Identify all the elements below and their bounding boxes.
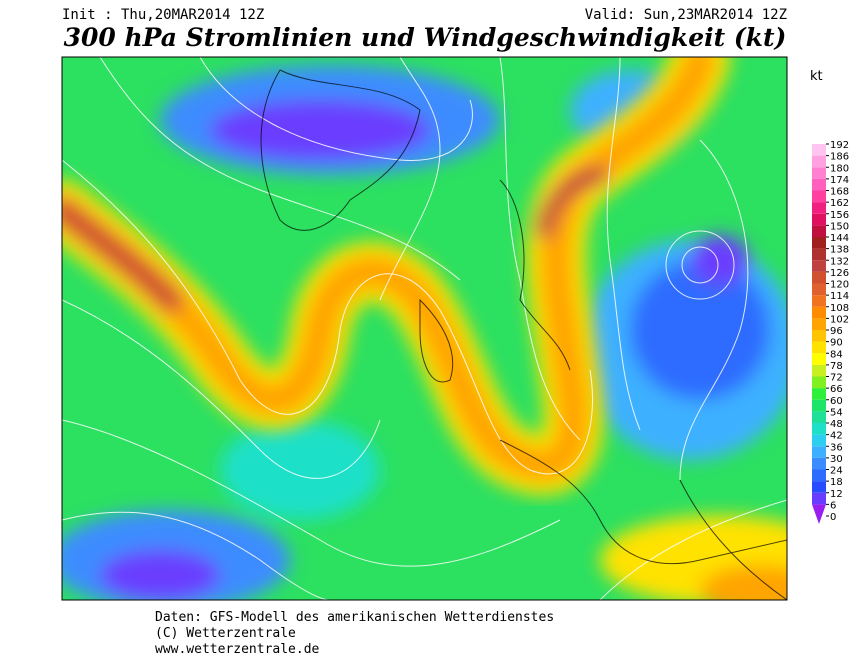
colorbar-segment (812, 237, 826, 249)
colorbar-segment (812, 167, 826, 179)
colorbar-label: 42 (830, 431, 843, 442)
colorbar-segment (812, 190, 826, 203)
colorbar-segment (812, 213, 826, 226)
colorbar-segment (812, 492, 826, 505)
colorbar-label: 114 (830, 291, 849, 302)
colorbar-segment (812, 388, 826, 400)
colorbar-label: 138 (830, 245, 849, 256)
footer-source: Daten: GFS-Modell des amerikanischen Wet… (155, 610, 554, 625)
colorbar-segment (812, 364, 826, 377)
colorbar-label: 90 (830, 338, 843, 349)
colorbar-segment (812, 341, 826, 354)
colorbar-label: 192 (830, 140, 849, 151)
colorbar-segment (812, 155, 826, 168)
colorbar-segment (812, 178, 826, 191)
map-frame (61, 56, 788, 601)
colorbar-label: 132 (830, 256, 849, 267)
footer-url: www.wetterzentrale.de (155, 642, 320, 657)
colorbar-segment (812, 271, 826, 284)
colorbar-segment (812, 295, 826, 307)
colorbar-label: 144 (830, 233, 849, 244)
footer-copyright: (C) Wetterzentrale (155, 626, 296, 641)
colorbar-segment (812, 481, 826, 493)
colorbar-label: 6 (830, 500, 836, 511)
colorbar-segment (812, 353, 826, 365)
colorbar-label: 30 (830, 454, 843, 465)
colorbar-segment (812, 306, 826, 319)
map-title: 300 hPa Stromlinien und Windgeschwindigk… (64, 23, 787, 52)
colorbar-segment (812, 457, 826, 470)
colorbar-label: 174 (830, 175, 849, 186)
colorbar-segment (812, 446, 826, 458)
colorbar-label: 180 (830, 163, 849, 174)
colorbar-segment (812, 469, 826, 482)
colorbar-label: 102 (830, 314, 849, 325)
colorbar-segment (812, 423, 826, 435)
colorbar-label: 66 (830, 384, 843, 395)
colorbar-label: 72 (830, 373, 843, 384)
colorbar-label: 36 (830, 442, 843, 453)
colorbar-segment (812, 260, 826, 272)
colorbar-label: 60 (830, 396, 843, 407)
colorbar-label: 162 (830, 198, 849, 209)
colorbar-segment (812, 399, 826, 412)
colorbar-segment (812, 318, 826, 330)
colorbar-label: 126 (830, 268, 849, 279)
colorbar-tip (812, 504, 826, 524)
wind-map (62, 57, 787, 600)
valid-time: Valid: Sun,23MAR2014 12Z (585, 7, 787, 23)
colorbar-label: 0 (830, 512, 836, 523)
colorbar-label: 96 (830, 326, 843, 337)
colorbar-label: 48 (830, 419, 843, 430)
colorbar-label: 12 (830, 489, 843, 500)
colorbar-label: 108 (830, 303, 849, 314)
init-time: Init : Thu,20MAR2014 12Z (62, 7, 264, 23)
colorbar-segment (812, 376, 826, 389)
colorbar: 0612182430364248546066727884909610210811… (812, 140, 849, 524)
colorbar-label: 168 (830, 187, 849, 198)
colorbar-segment (812, 434, 826, 447)
colorbar-segment (812, 283, 826, 296)
colorbar-label: 24 (830, 466, 843, 477)
colorbar-label: 18 (830, 477, 843, 488)
colorbar-segment (812, 330, 826, 342)
colorbar-label: 186 (830, 152, 849, 163)
colorbar-label: 156 (830, 210, 849, 221)
colorbar-segment (812, 144, 826, 156)
legend-unit: kt (810, 69, 823, 84)
colorbar-segment (812, 248, 826, 261)
colorbar-segment (812, 411, 826, 423)
colorbar-label: 84 (830, 349, 843, 360)
colorbar-label: 150 (830, 221, 849, 232)
colorbar-label: 54 (830, 407, 843, 418)
colorbar-label: 78 (830, 361, 843, 372)
colorbar-segment (812, 202, 826, 214)
colorbar-segment (812, 225, 826, 237)
colorbar-label: 120 (830, 280, 849, 291)
